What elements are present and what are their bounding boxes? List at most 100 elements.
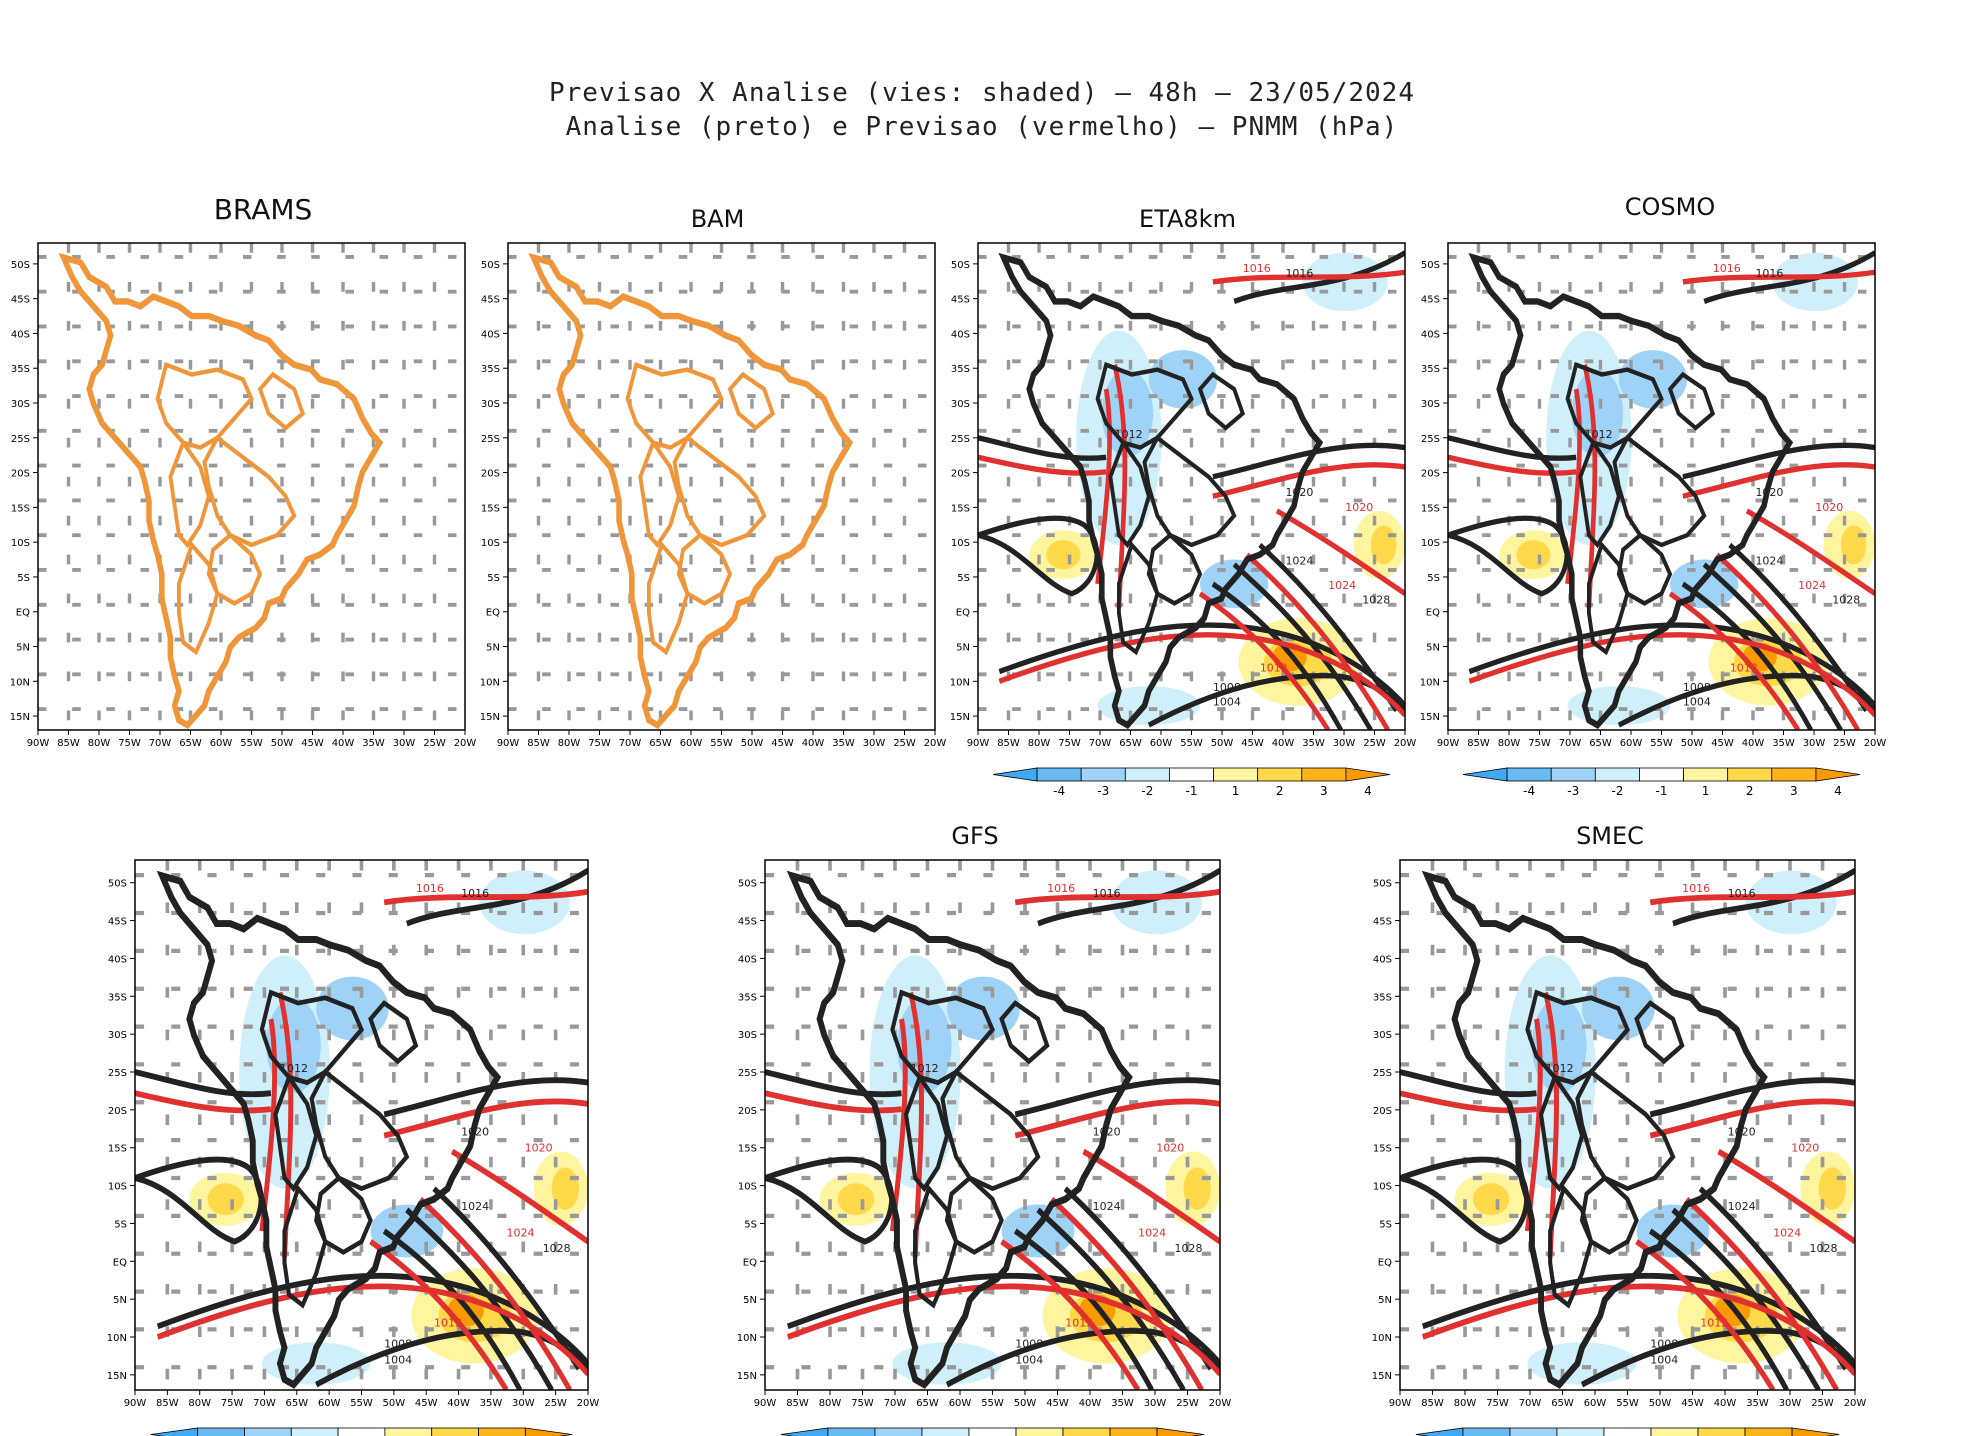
lat-tick-label: 10N bbox=[737, 1333, 757, 1344]
lat-tick-label: 40S bbox=[481, 329, 500, 340]
lat-tick-label: 10N bbox=[107, 1333, 127, 1344]
lat-tick-label: 25S bbox=[1373, 1068, 1392, 1079]
lon-tick-label: 25W bbox=[1363, 738, 1386, 749]
isobar-label: 1004 bbox=[1683, 696, 1711, 709]
lat-tick-label: 10S bbox=[1373, 1182, 1392, 1193]
isobar-label: 1024 bbox=[1285, 554, 1313, 567]
lon-tick-label: 60W bbox=[1150, 738, 1173, 749]
lat-tick-label: 15S bbox=[481, 503, 500, 514]
lon-tick-label: 90W bbox=[124, 1398, 147, 1409]
lat-tick-label: 10N bbox=[1420, 677, 1440, 688]
lat-tick-label: 10S bbox=[108, 1182, 127, 1193]
lat-tick-label: 30S bbox=[108, 1030, 127, 1041]
colorbar-label: 1 bbox=[1232, 784, 1240, 798]
lon-tick-label: 70W bbox=[1559, 738, 1582, 749]
lon-tick-label: 20W bbox=[1864, 738, 1887, 749]
lon-tick-label: 55W bbox=[1616, 1398, 1639, 1409]
lon-tick-label: 40W bbox=[1079, 1398, 1102, 1409]
lon-tick-label: 60W bbox=[680, 738, 703, 749]
lon-tick-label: 35W bbox=[1746, 1398, 1769, 1409]
figure-title-line2: Analise (preto) e Previsao (vermelho) – … bbox=[565, 112, 1399, 142]
isobar-label: 1028 bbox=[1362, 593, 1390, 606]
lon-tick-label: 55W bbox=[1650, 738, 1673, 749]
lon-tick-label: 60W bbox=[318, 1398, 341, 1409]
isobar-label: 1024 bbox=[461, 1200, 489, 1213]
lon-tick-label: 60W bbox=[949, 1398, 972, 1409]
lat-tick-label: 5S bbox=[957, 573, 970, 584]
lat-tick-label: 10N bbox=[10, 677, 30, 688]
lon-tick-label: 30W bbox=[512, 1398, 535, 1409]
lon-tick-label: 35W bbox=[362, 738, 385, 749]
lat-tick-label: 35S bbox=[481, 364, 500, 375]
map-panel-2: 90W 85W 80W 75W 70W 65W 60W 55W 50W 45W 40W 35W 30W 2… bbox=[480, 242, 947, 749]
isobar-label: 1008 bbox=[1650, 1338, 1678, 1351]
lon-tick-label: 50W bbox=[383, 1398, 406, 1409]
lat-tick-label: 10S bbox=[738, 1182, 757, 1193]
isobar-label: 1008 bbox=[384, 1338, 412, 1351]
map-panel-6: 1016 1012 1020 1008 1004 1024 1028 1016 1012 1020… bbox=[737, 859, 1231, 1436]
isobar-label: 1028 bbox=[1832, 593, 1860, 606]
lat-tick-label: 35S bbox=[951, 364, 970, 375]
lon-tick-label: 35W bbox=[832, 738, 855, 749]
lon-tick-label: 70W bbox=[253, 1398, 276, 1409]
isobar-label: 1016 bbox=[1285, 267, 1313, 280]
lon-tick-label: 35W bbox=[1111, 1398, 1134, 1409]
panel-title-bam: BAM bbox=[690, 205, 745, 233]
isobar-label: 1012 bbox=[1730, 662, 1758, 675]
lat-tick-label: 50S bbox=[11, 260, 30, 271]
lon-tick-label: 55W bbox=[1180, 738, 1203, 749]
lon-tick-label: 80W bbox=[188, 1398, 211, 1409]
lat-tick-label: 20S bbox=[1421, 469, 1440, 480]
lon-tick-label: 90W bbox=[27, 738, 50, 749]
lat-tick-label: EQ bbox=[1378, 1257, 1392, 1268]
isobar-label: 1016 bbox=[1728, 887, 1756, 900]
lat-tick-label: 20S bbox=[738, 1106, 757, 1117]
lat-tick-label: 35S bbox=[738, 992, 757, 1003]
lon-tick-label: 65W bbox=[649, 738, 672, 749]
colorbar-label: 3 bbox=[1320, 784, 1328, 798]
lon-tick-label: 80W bbox=[1028, 738, 1051, 749]
lat-tick-label: 25S bbox=[11, 434, 30, 445]
lon-tick-label: 85W bbox=[786, 1398, 809, 1409]
lat-tick-label: 50S bbox=[951, 260, 970, 271]
lon-tick-label: 50W bbox=[1681, 738, 1704, 749]
lat-tick-label: EQ bbox=[956, 608, 970, 619]
lat-tick-label: 15N bbox=[107, 1371, 127, 1382]
isobar-label: 1016 bbox=[1093, 887, 1121, 900]
colorbar-label: -1 bbox=[1656, 784, 1668, 798]
isobar-label: 1020 bbox=[1791, 1142, 1819, 1155]
lat-tick-label: 45S bbox=[481, 295, 500, 306]
lon-tick-label: 40W bbox=[1742, 738, 1765, 749]
lat-tick-label: 30S bbox=[11, 399, 30, 410]
lat-tick-label: 10S bbox=[1421, 538, 1440, 549]
map-panel-5: 1016 1012 1020 1008 1004 1024 1028 1016 1012 1020… bbox=[107, 859, 599, 1436]
lon-tick-label: 75W bbox=[1058, 738, 1081, 749]
lat-tick-label: 10S bbox=[481, 538, 500, 549]
lon-tick-label: 80W bbox=[819, 1398, 842, 1409]
lon-tick-label: 60W bbox=[1584, 1398, 1607, 1409]
lon-tick-label: 25W bbox=[1176, 1398, 1199, 1409]
figure-title-line1: Previsao X Analise (vies: shaded) – 48h … bbox=[549, 78, 1415, 108]
lon-tick-label: 45W bbox=[415, 1398, 438, 1409]
lat-tick-label: 10S bbox=[951, 538, 970, 549]
colorbar-label: -3 bbox=[1567, 784, 1579, 798]
lon-tick-label: 85W bbox=[1467, 738, 1490, 749]
lon-tick-label: 20W bbox=[924, 738, 947, 749]
colorbar-label: -1 bbox=[1186, 784, 1198, 798]
isobar-label: 1016 bbox=[1713, 262, 1741, 275]
lon-tick-label: 25W bbox=[893, 738, 916, 749]
lat-tick-label: 15S bbox=[11, 503, 30, 514]
colorbar-label: 1 bbox=[1702, 784, 1710, 798]
isobar-label: 1024 bbox=[1328, 579, 1356, 592]
isobar-label: 1024 bbox=[1093, 1200, 1121, 1213]
lat-tick-label: 20S bbox=[11, 469, 30, 480]
lat-tick-label: 5S bbox=[1427, 573, 1440, 584]
lon-tick-label: 65W bbox=[285, 1398, 308, 1409]
colorbar-label: -3 bbox=[1097, 784, 1109, 798]
lat-tick-label: 25S bbox=[738, 1068, 757, 1079]
lon-tick-label: 90W bbox=[1437, 738, 1460, 749]
isobar-label: 1012 bbox=[1585, 428, 1613, 441]
